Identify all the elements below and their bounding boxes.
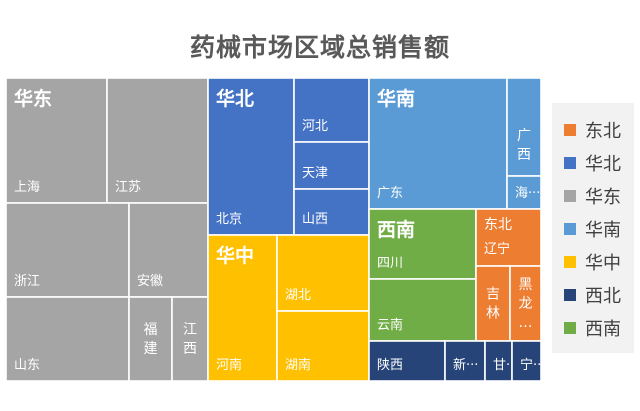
treemap-cell-label: 四川 (377, 256, 403, 271)
legend-label: 华北 (585, 154, 621, 175)
treemap-cell-label: 辽宁 (484, 241, 510, 257)
treemap-cell (511, 340, 542, 382)
treemap-cell-label: 湖南 (285, 357, 311, 373)
treemap-cell-label: 福 (144, 322, 158, 338)
treemap-cell (5, 202, 130, 298)
legend-label: 华中 (585, 253, 621, 274)
treemap-cell (171, 296, 209, 382)
legend-swatch (564, 124, 576, 136)
treemap-cell (475, 265, 511, 342)
legend-item: 华北 (564, 148, 621, 178)
treemap-group-label: 西南 (377, 219, 415, 241)
treemap-cell-label: 山东 (14, 358, 40, 373)
treemap-cell-label: 北京 (216, 212, 242, 227)
legend-swatch (564, 256, 576, 268)
treemap-cell-label: 江 (183, 322, 197, 338)
treemap-cell (207, 234, 278, 382)
legend-swatch (564, 157, 576, 169)
treemap-cell-label: 宁··· (520, 357, 545, 373)
treemap-cell (128, 296, 173, 382)
treemap-cell-label: … (519, 315, 533, 331)
treemap-cell (106, 77, 209, 204)
treemap-cell-label: 陕西 (377, 358, 403, 373)
treemap-cell-label: 上海 (14, 180, 40, 195)
treemap-cell (368, 278, 477, 342)
treemap-group-label: 东北 (484, 217, 512, 233)
legend-item: 东北 (564, 115, 621, 145)
treemap-cell-label: 西 (183, 341, 197, 357)
treemap-cell (276, 310, 370, 382)
treemap-cell-label: 河南 (216, 357, 242, 373)
legend-label: 东北 (585, 121, 621, 142)
treemap-cell-label: 云南 (377, 317, 403, 333)
treemap-cell-label: 河北 (302, 119, 328, 134)
treemap-group-label: 华北 (216, 87, 254, 110)
legend-item: 华东 (564, 181, 621, 211)
treemap-cell-label: 江苏 (115, 179, 141, 195)
treemap-cell-label: 建 (144, 341, 158, 357)
treemap-group-label: 华中 (216, 244, 254, 267)
treemap-cell-label: 吉 (486, 287, 500, 303)
treemap-cell-label: 浙江 (14, 274, 40, 289)
treemap-cell-label: 海··· (515, 186, 540, 201)
treemap-cell (509, 265, 542, 342)
treemap-cell-label: 山西 (302, 212, 328, 227)
treemap-cell-label: 天津 (302, 166, 328, 181)
treemap-cell (484, 340, 513, 382)
legend-swatch (564, 223, 576, 235)
treemap-cell (444, 340, 486, 382)
treemap-cell (293, 188, 370, 236)
treemap-cell-label: 林 (486, 306, 500, 322)
legend-item: 华南 (564, 214, 621, 244)
legend: 东北华北华东华南华中西北西南 (552, 103, 634, 353)
treemap-cell (506, 77, 542, 177)
legend-item: 华中 (564, 247, 621, 277)
treemap-cell (475, 208, 542, 267)
treemap-cell-label: 湖北 (285, 288, 311, 303)
treemap-cell-label: 新··· (453, 357, 478, 373)
treemap-cell-label: 龙 (519, 296, 533, 312)
treemap-cell (5, 77, 108, 204)
legend-label: 华东 (585, 187, 621, 208)
chart-title: 药械市场区域总销售额 (189, 33, 450, 62)
treemap-cell-label: 广 (517, 128, 531, 144)
treemap-cell-label: 安徽 (137, 274, 163, 289)
treemap-cell (506, 175, 542, 210)
legend-label: 西南 (585, 319, 621, 340)
legend-swatch (564, 322, 576, 334)
legend-swatch (564, 289, 576, 301)
treemap-cell-label: 黑 (519, 277, 533, 293)
legend-item: 西南 (564, 313, 621, 343)
treemap-cell-label: 西 (517, 147, 531, 163)
legend-label: 华南 (585, 220, 621, 241)
treemap-cell (5, 296, 130, 382)
treemap-cell (368, 208, 477, 280)
legend-item: 西北 (564, 280, 621, 310)
treemap-cell (368, 77, 508, 210)
legend-swatch (564, 190, 576, 202)
treemap-cell-label: 广东 (377, 186, 403, 201)
treemap-group-label: 华南 (377, 87, 415, 110)
treemap-group-label: 华东 (14, 87, 52, 110)
legend-label: 西北 (585, 286, 621, 307)
treemap-cell (293, 141, 370, 190)
